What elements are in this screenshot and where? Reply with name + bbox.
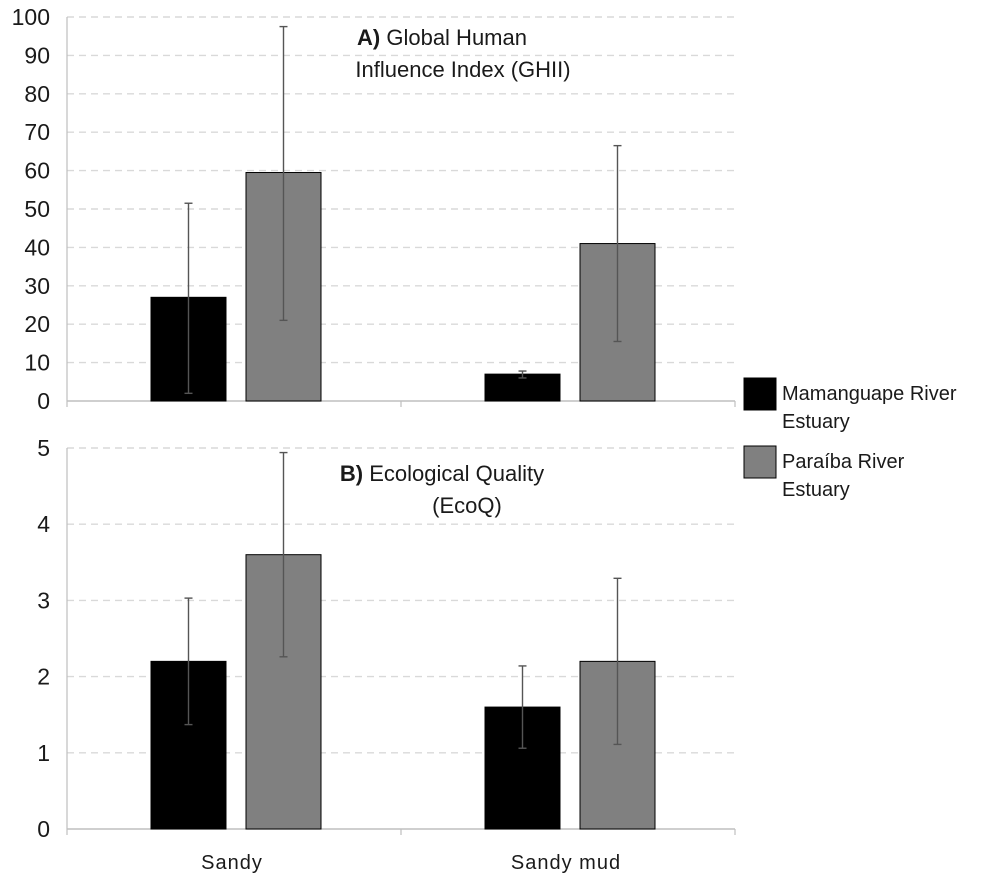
panel-title-line-2: (EcoQ) [432,493,502,518]
panel-title-line-1: B) Ecological Quality [340,461,544,486]
y-tick-label: 100 [12,4,50,30]
y-tick-label: 3 [37,587,50,613]
panel-title-line-2: Influence Index (GHII) [355,57,570,82]
y-tick-label: 20 [24,311,50,337]
legend: Mamanguape River Estuary Paraíba River Estu… [743,377,957,501]
legend-label: Estuary [782,411,850,433]
panel-title-text: Ecological Quality [369,461,544,486]
y-tick-label: 4 [37,511,50,537]
y-tick-label: 90 [24,42,50,68]
y-tick-label: 30 [24,273,50,299]
bar-paraiba-sandy [245,554,322,830]
chart-panel-a: 0 10 20 30 40 50 60 70 80 90 100 A) Global Human Inf… [12,4,736,414]
panel-title-label: B) [340,461,369,486]
y-tick-label: 2 [37,664,50,690]
y-tick-label: 40 [24,234,50,260]
y-tick-label: 5 [37,435,50,461]
y-tick-label: 70 [24,119,50,145]
legend-swatch-mamanguape [743,377,777,411]
y-tick-label: 10 [24,350,50,376]
panel-title-line-1: A) Global Human [357,25,527,50]
legend-label: Paraíba River [782,451,905,473]
legend-label: Estuary [782,479,850,501]
y-tick-label: 80 [24,81,50,107]
legend-label: Mamanguape River [782,383,957,405]
panel-title-text: Global Human [386,25,527,50]
legend-swatch-paraiba [743,445,777,479]
x-category-label: Sandy mud [511,852,621,874]
y-tick-label: 0 [37,388,50,414]
y-tick-label: 50 [24,196,50,222]
y-tick-label: 60 [24,158,50,184]
panel-title-label: A) [357,25,386,50]
y-tick-label: 1 [37,740,50,766]
chart-panel-b: 0 1 2 3 4 5 B) Ecological Quality (EcoQ) [37,435,736,842]
x-category-label: Sandy [201,852,263,874]
y-tick-label: 0 [37,816,50,842]
